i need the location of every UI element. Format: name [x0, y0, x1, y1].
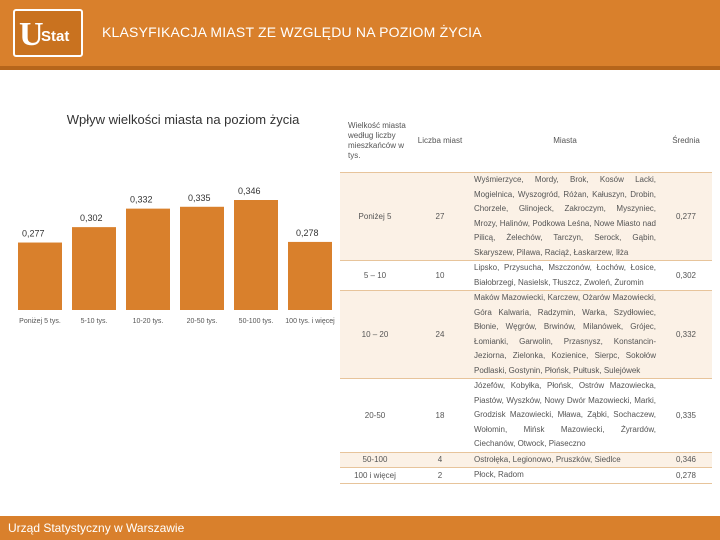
cell-city-count: 18	[435, 410, 445, 420]
cell-city-size: 5 – 10	[363, 271, 387, 280]
table-row: 100 i więcej 2 Płock, Radom 0,278	[340, 468, 712, 483]
table-row: Poniżej 5 27 Wyśmierzyce, Mordy, Brok, Kos…	[340, 172, 712, 261]
table-row: 10 – 20 24 Maków Mazowiecki, Karczew, Ożar…	[340, 290, 712, 379]
table-row: 20-50 18 Józefów, Kobyłka, Płońsk, Ostrów …	[340, 379, 712, 452]
category-label-2: 10-20 tys.	[133, 318, 164, 325]
category-label-1: 5-10 tys.	[81, 318, 108, 325]
cell-average: 0,277	[660, 172, 712, 261]
category-label-0: Poniżej 5 tys.	[19, 318, 61, 325]
bar-4	[234, 200, 278, 310]
cell-city-size: 10 – 20	[340, 290, 410, 379]
cell-cities: Maków Mazowiecki, Karczew, Ożarów Mazowi…	[470, 290, 660, 379]
logo-letter-u: U	[19, 16, 44, 53]
cell-average: 0,278	[675, 470, 697, 480]
header-divider	[0, 66, 720, 70]
data-label-0: 0,277	[22, 229, 45, 239]
table-header-row: Wielkość miasta według liczby mieszkańcó…	[340, 110, 712, 173]
cell-city-size: Poniżej 5	[340, 172, 410, 261]
cell-city-count: 27	[410, 172, 470, 261]
cell-cities: Józefów, Kobyłka, Płońsk, Ostrów Mazowie…	[474, 381, 656, 448]
cell-average: 0,346	[660, 452, 712, 468]
page-title: KLASYFIKACJA MIAST ZE WZGLĘDU NA POZIOM …	[102, 24, 482, 40]
cell-cities: Płock, Radom	[474, 470, 524, 479]
category-label-4: 50-100 tys.	[239, 318, 274, 325]
data-label-2: 0,332	[130, 195, 153, 205]
logo-graphic: U Stat	[19, 16, 69, 53]
ustat-logo: U Stat	[13, 9, 83, 57]
cell-average: 0,302	[675, 271, 697, 280]
bar-0	[18, 242, 62, 310]
table-row: 5 – 10 10 Lipsko, Przysucha, Mszczonów, Ło…	[340, 261, 712, 291]
classification-table: Wielkość miasta według liczby mieszkańcó…	[340, 110, 712, 484]
footer-bar: Urząd Statystyczny w Warszawie	[0, 516, 720, 540]
cell-cities: Lipsko, Przysucha, Mszczonów, Łochów, Ło…	[474, 263, 656, 287]
cell-average: 0,332	[660, 290, 712, 379]
logo-lettering: Stat	[41, 28, 69, 45]
cell-cities: Ostrołęka, Legionowo, Pruszków, Siedlce	[470, 452, 660, 468]
cell-city-size: 100 i więcej	[354, 470, 396, 480]
cell-city-count: 10	[435, 271, 445, 280]
header-average: Średnia	[660, 110, 712, 173]
cell-city-size: 20-50	[364, 410, 386, 420]
category-label-5: 100 tys. i więcej	[285, 318, 335, 325]
data-label-3: 0,335	[188, 193, 211, 203]
category-label-3: 20-50 tys.	[187, 318, 218, 325]
cell-city-count: 4	[410, 452, 470, 468]
cell-cities: Wyśmierzyce, Mordy, Brok, Kosów Lacki, M…	[470, 172, 660, 261]
chart-title: Wpływ wielkości miasta na poziom życia	[66, 112, 300, 127]
data-label-4: 0,346	[238, 186, 261, 196]
bar-5	[288, 241, 332, 310]
bar-3	[180, 206, 224, 310]
header-city-size: Wielkość miasta według liczby mieszkańcó…	[340, 110, 410, 173]
cell-city-count: 24	[410, 290, 470, 379]
header-city-count: Liczba miast	[410, 110, 470, 173]
cell-average: 0,335	[675, 410, 697, 420]
data-label-5: 0,278	[296, 228, 319, 238]
footer-institution: Urząd Statystyczny w Warszawie	[8, 521, 185, 535]
bar-1	[72, 227, 116, 310]
cell-city-size: 50-100	[340, 452, 410, 468]
header-bar: U Stat KLASYFIKACJA MIAST ZE WZGLĘDU NA …	[0, 0, 720, 66]
bar-chart: 0,277 Poniżej 5 tys. 0,302 5-10 tys. 0,332 10…	[18, 186, 335, 325]
cell-city-count: 2	[437, 470, 443, 480]
table-row: 50-100 4 Ostrołęka, Legionowo, Pruszków, S…	[340, 452, 712, 468]
data-label-1: 0,302	[80, 213, 103, 223]
bar-2	[126, 208, 170, 310]
header-cities: Miasta	[470, 110, 660, 173]
